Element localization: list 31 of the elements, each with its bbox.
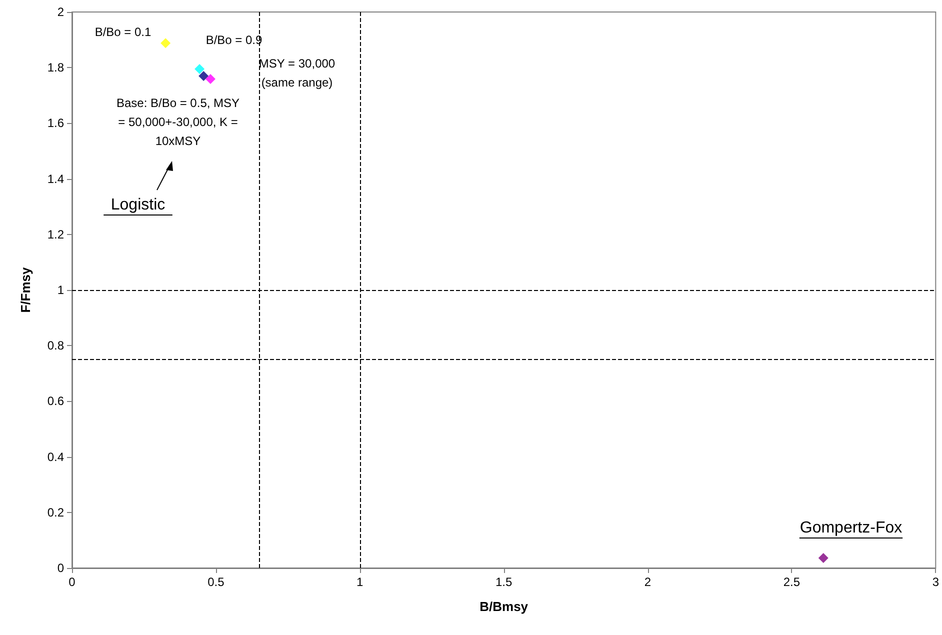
y-tick-label: 0.8: [47, 338, 64, 353]
y-tick-label: 0.6: [47, 394, 64, 408]
x-tick-label: 2: [644, 575, 652, 589]
annotation: B/Bo = 0.9: [206, 33, 263, 47]
x-tick-label: 2.5: [783, 575, 800, 589]
x-tick-label: 0.5: [208, 575, 225, 589]
annotation: Base: B/Bo = 0.5, MSY = 50,000+-30,000, K = 10xMSY: [116, 96, 240, 148]
annotation: B/Bo = 0.1: [94, 25, 152, 39]
y-tick-label: 1.4: [47, 172, 64, 186]
point: [205, 74, 216, 84]
y-tick-label: 1: [57, 283, 64, 297]
y-tick-label: 1.2: [47, 227, 64, 242]
y-tick-label: 0.2: [47, 505, 64, 520]
annotation: Logistic: [110, 196, 166, 214]
y-tick-label: 1.8: [47, 60, 64, 75]
x-tick-label: 1.5: [495, 575, 512, 589]
x-tick-label: 0: [68, 575, 76, 589]
annotation: MSY = 30,000 (same range): [258, 56, 336, 90]
point: [194, 64, 205, 74]
point: [198, 70, 209, 81]
point: [160, 38, 171, 48]
x-tick-label: 3: [932, 575, 940, 589]
x-tick-label: 1: [356, 575, 364, 589]
y-tick-label: 0: [57, 561, 64, 575]
point: [818, 552, 828, 563]
x-axis-title: B/Bmsy: [480, 599, 529, 614]
y-tick-label: 0.4: [47, 450, 64, 464]
y-tick-label: 1.6: [47, 116, 64, 130]
annotation: Gompertz-Fox: [800, 520, 902, 536]
y-tick-label: 2: [57, 5, 64, 19]
y-axis-title: F/Fmsy: [18, 266, 33, 313]
